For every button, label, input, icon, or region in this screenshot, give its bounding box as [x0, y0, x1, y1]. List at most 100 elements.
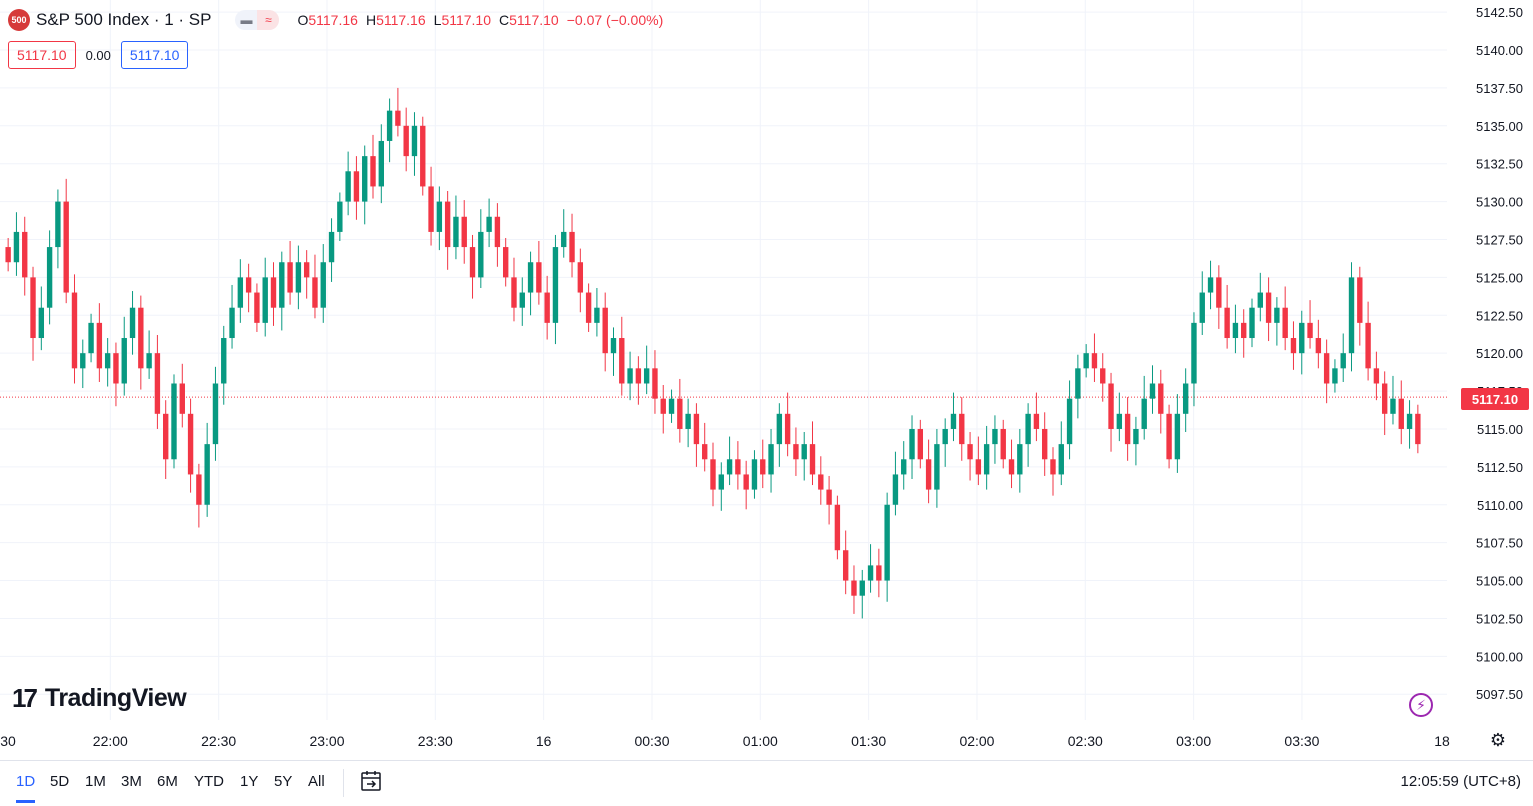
candle-body[interactable] — [179, 383, 185, 414]
candle-body[interactable] — [643, 368, 650, 384]
candle-body[interactable] — [909, 428, 915, 460]
range-1y-button[interactable]: 1Y — [240, 773, 259, 790]
gear-icon[interactable]: ⚙ — [1489, 730, 1507, 750]
candle-body[interactable] — [1116, 413, 1123, 429]
candle-body[interactable] — [229, 307, 235, 339]
candle-body[interactable] — [146, 353, 152, 369]
candle-body[interactable] — [436, 201, 443, 232]
candle-body[interactable] — [1141, 398, 1147, 429]
candle-body[interactable] — [1091, 353, 1098, 369]
candle-body[interactable] — [1348, 277, 1355, 354]
candle-body[interactable] — [469, 247, 476, 278]
candle-body[interactable] — [619, 338, 625, 384]
candle-body[interactable] — [901, 459, 907, 475]
candle-body[interactable] — [1249, 307, 1255, 339]
candle-body[interactable] — [262, 277, 268, 323]
candle-body[interactable] — [55, 201, 61, 248]
candle-body[interactable] — [353, 171, 360, 202]
candle-body[interactable] — [1058, 444, 1064, 475]
legend-toggle-pill[interactable]: ▬ ≈ — [235, 10, 280, 30]
candle-body[interactable] — [386, 110, 393, 141]
candle-body[interactable] — [768, 444, 774, 475]
candle-body[interactable] — [751, 459, 758, 490]
candle-body[interactable] — [312, 277, 318, 308]
candle-body[interactable] — [80, 353, 86, 369]
candle-body[interactable] — [735, 459, 741, 475]
candle-body[interactable] — [1199, 292, 1205, 323]
candle-body[interactable] — [1299, 322, 1305, 354]
candle-body[interactable] — [527, 262, 534, 293]
candle-body[interactable] — [1390, 398, 1396, 414]
candle-body[interactable] — [1133, 428, 1139, 445]
candle-body[interactable] — [1083, 353, 1089, 369]
candle-body[interactable] — [718, 474, 724, 490]
candle-body[interactable] — [204, 444, 210, 505]
candle-body[interactable] — [959, 413, 965, 445]
candle-body[interactable] — [693, 413, 700, 445]
range-3m-button[interactable]: 3M — [121, 773, 142, 790]
candle-body[interactable] — [1381, 383, 1388, 414]
candle-body[interactable] — [917, 428, 924, 460]
candle-body[interactable] — [1340, 353, 1346, 369]
candle-body[interactable] — [585, 292, 592, 323]
candle-body[interactable] — [1100, 368, 1106, 384]
candle-body[interactable] — [196, 474, 202, 505]
candle-body[interactable] — [1398, 398, 1404, 429]
candle-body[interactable] — [1365, 322, 1371, 369]
clock-timezone[interactable]: 12:05:59 (UTC+8) — [1400, 773, 1521, 790]
candle-body[interactable] — [826, 489, 832, 505]
candle-body[interactable] — [362, 156, 368, 202]
candle-body[interactable] — [942, 428, 948, 445]
candle-body[interactable] — [270, 277, 277, 308]
candle-body[interactable] — [478, 231, 484, 278]
candle-body[interactable] — [121, 338, 127, 384]
candle-body[interactable] — [1265, 292, 1272, 323]
candle-body[interactable] — [801, 444, 807, 460]
candle-body[interactable] — [1207, 277, 1214, 293]
range-1m-button[interactable]: 1M — [85, 773, 106, 790]
candle-body[interactable] — [892, 474, 899, 505]
candle-body[interactable] — [975, 459, 982, 475]
candle-body[interactable] — [668, 398, 675, 414]
candle-body[interactable] — [378, 140, 384, 187]
candle-body[interactable] — [71, 292, 78, 369]
range-ytd-button[interactable]: YTD — [194, 773, 224, 790]
candle-body[interactable] — [685, 413, 691, 429]
candle-body[interactable] — [113, 353, 119, 384]
sell-price-button[interactable]: 5117.10 — [8, 41, 76, 69]
candle-body[interactable] — [992, 428, 998, 445]
candle-body[interactable] — [1232, 322, 1239, 339]
candle-body[interactable] — [22, 231, 28, 278]
candle-body[interactable] — [403, 125, 409, 157]
range-5y-button[interactable]: 5Y — [274, 773, 293, 790]
candle-body[interactable] — [743, 474, 749, 490]
symbol-badge-icon[interactable]: 500 — [8, 9, 30, 31]
candle-body[interactable] — [544, 292, 550, 323]
tradingview-logo[interactable]: 17 TradingView — [12, 683, 187, 714]
candle-body[interactable] — [577, 262, 584, 293]
candle-body[interactable] — [303, 262, 310, 278]
candle-body[interactable] — [1149, 383, 1156, 399]
candle-body[interactable] — [818, 474, 824, 490]
candle-body[interactable] — [428, 186, 434, 232]
candle-body[interactable] — [867, 565, 874, 581]
candle-body[interactable] — [635, 368, 642, 384]
candle-body[interactable] — [1182, 383, 1189, 414]
candle-body[interactable] — [1274, 307, 1280, 323]
candle-body[interactable] — [552, 247, 559, 323]
candle-body[interactable] — [502, 247, 509, 278]
candle-body[interactable] — [1315, 338, 1322, 354]
candle-body[interactable] — [1415, 413, 1421, 445]
candle-body[interactable] — [710, 459, 716, 490]
candle-body[interactable] — [30, 277, 36, 339]
candle-body[interactable] — [328, 231, 335, 263]
candle-body[interactable] — [602, 307, 608, 354]
candle-body[interactable] — [395, 110, 401, 126]
candle-body[interactable] — [171, 383, 177, 460]
candle-body[interactable] — [96, 322, 103, 369]
candle-body[interactable] — [834, 504, 841, 551]
candle-body[interactable] — [337, 201, 343, 232]
candle-body[interactable] — [63, 201, 69, 293]
candle-body[interactable] — [221, 338, 227, 384]
candle-body[interactable] — [295, 262, 302, 293]
